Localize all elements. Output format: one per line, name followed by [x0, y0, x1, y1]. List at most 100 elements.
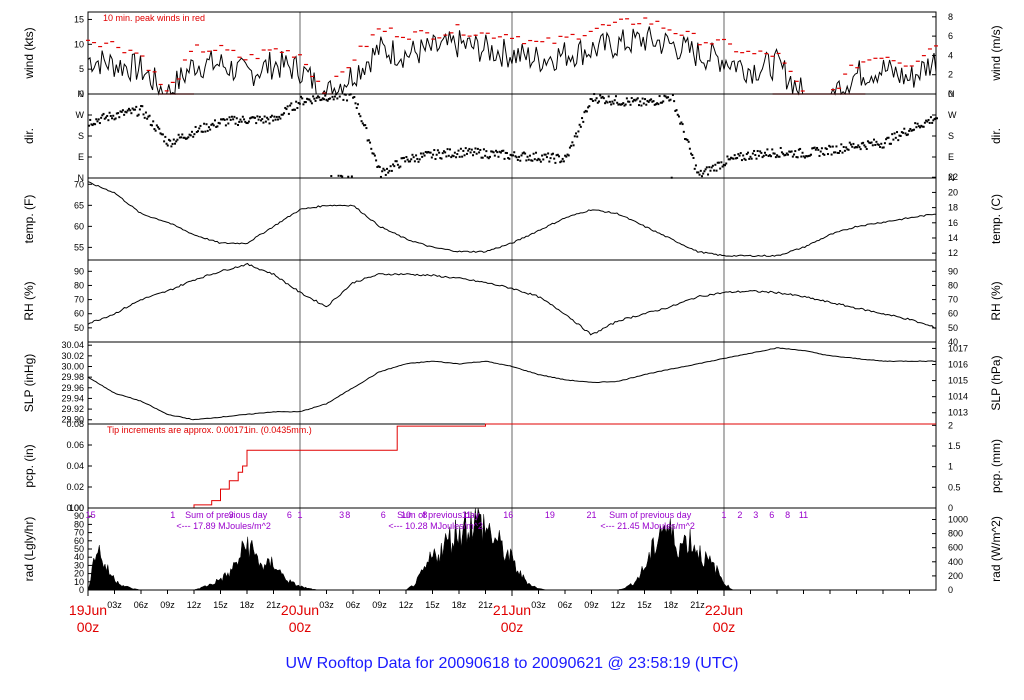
dir-point: [661, 101, 664, 104]
dir-point: [470, 148, 473, 151]
dir-point: [564, 154, 567, 157]
dir-point: [381, 170, 384, 173]
dir-point: [786, 153, 789, 156]
dir-point: [160, 133, 163, 136]
dir-point: [439, 157, 442, 160]
dir-point: [910, 129, 913, 132]
daily-sum-label: Sum of previous day: [185, 510, 268, 520]
dir-point: [496, 151, 499, 154]
dir-point: [519, 159, 522, 162]
pcp-annotation: Tip increments are approx. 0.00171in. (0…: [107, 425, 312, 435]
dir-point: [297, 101, 300, 104]
y-tick-label: 29.96: [61, 383, 84, 393]
y-tick-label: 0.08: [66, 419, 84, 429]
dir-point: [284, 106, 287, 109]
dir-point: [401, 157, 404, 160]
y-tick-label: N: [78, 89, 85, 99]
dir-point: [595, 97, 598, 100]
dir-point: [697, 171, 700, 174]
dir-point: [745, 153, 748, 156]
rad-hour-mark: 2: [737, 510, 742, 520]
dir-point: [513, 151, 516, 154]
dir-point: [893, 132, 896, 135]
dir-point: [177, 133, 180, 136]
dir-point: [213, 119, 216, 122]
dir-point: [644, 98, 647, 101]
dir-point: [816, 146, 819, 149]
dir-point: [313, 97, 316, 100]
dir-point: [560, 160, 563, 163]
dir-point: [768, 154, 771, 157]
dir-point: [507, 157, 510, 160]
dir-point: [411, 153, 414, 156]
dir-point: [794, 150, 797, 153]
y-tick-label: 70: [74, 179, 84, 189]
dir-point: [883, 142, 886, 145]
dir-point: [389, 165, 392, 168]
dir-point: [353, 96, 356, 99]
y-axis-label: RH (%): [22, 281, 36, 320]
dir-point: [591, 99, 594, 102]
dir-point: [287, 112, 290, 115]
dir-point: [688, 147, 691, 150]
dir-point: [829, 145, 832, 148]
rad-hour-mark: 1: [297, 510, 302, 520]
dir-point: [369, 141, 372, 144]
dir-point: [526, 155, 529, 158]
dir-point: [244, 120, 247, 123]
dir-point: [894, 136, 897, 139]
dir-point: [793, 153, 796, 156]
dir-point: [283, 112, 286, 115]
y-tick-label-right: 0.5: [948, 482, 961, 492]
dir-point: [372, 152, 375, 155]
dir-point: [425, 151, 428, 154]
dir-point: [800, 155, 803, 158]
panel-rad: rad (Lgly/hr) rad (W/m^2)0102030405060708…: [22, 503, 1003, 595]
dir-point: [485, 150, 488, 153]
dir-point: [205, 123, 208, 126]
dir-point: [600, 96, 603, 99]
dir-point: [121, 109, 124, 112]
dir-point: [512, 154, 514, 157]
dir-point: [881, 146, 884, 149]
dir-point: [858, 146, 861, 149]
y-tick-label: 80: [74, 280, 84, 290]
dir-point: [336, 97, 339, 100]
dir-point: [120, 110, 123, 113]
dir-point: [451, 154, 454, 157]
y-tick-label-right: 60: [948, 309, 958, 319]
dir-point: [714, 163, 717, 166]
time-tick-label: 09z: [372, 600, 387, 610]
dir-point: [226, 118, 229, 121]
dir-point: [190, 130, 193, 133]
dir-point: [825, 148, 828, 151]
dir-point: [621, 103, 624, 106]
rad-hour-mark: 8: [785, 510, 790, 520]
dir-point: [272, 119, 275, 122]
day-label: 20Jun: [281, 602, 319, 618]
y-tick-label-right: 1017: [948, 343, 968, 353]
dir-point: [555, 154, 558, 157]
dir-point: [579, 125, 582, 128]
dir-point: [486, 156, 489, 159]
dir-point: [192, 135, 195, 138]
dir-point: [616, 101, 619, 104]
dir-point: [465, 152, 468, 155]
dir-point: [223, 118, 226, 121]
dir-point: [635, 98, 638, 101]
dir-point: [778, 155, 781, 158]
dir-point: [840, 143, 843, 146]
dir-point: [201, 130, 204, 133]
dir-point: [581, 117, 584, 120]
dir-point: [813, 146, 816, 149]
dir-point: [653, 103, 656, 106]
precip-line: [88, 423, 936, 509]
dir-point: [246, 122, 249, 125]
dir-point: [220, 118, 223, 121]
dir-point: [841, 151, 844, 154]
dir-point: [795, 156, 798, 159]
dir-point: [301, 97, 304, 100]
dir-point: [808, 154, 811, 157]
y-tick-label-right: 4: [948, 50, 953, 60]
